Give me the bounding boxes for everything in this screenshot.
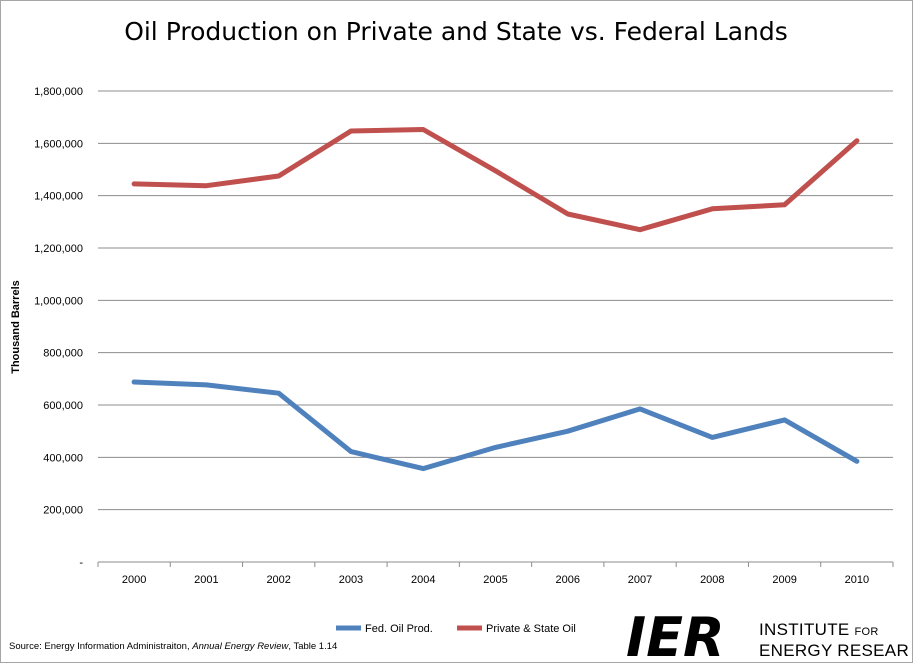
chart-title: Oil Production on Private and State vs. … <box>124 17 788 46</box>
legend: Fed. Oil Prod. Private & State Oil <box>336 623 576 635</box>
logo-line1-small: FOR <box>855 626 879 638</box>
x-tick-label: 2005 <box>483 574 507 586</box>
x-axis: 2000 2001 2002 2003 2004 2005 2006 2007 2008 2009… <box>97 561 894 586</box>
logo-line1-big: INSTITUTE <box>759 620 850 639</box>
y-tick-label: 400,000 <box>43 452 83 464</box>
source-prefix: Source: Energy Information Administraito… <box>9 641 193 652</box>
x-tick-label: 2006 <box>556 574 580 586</box>
y-tick-label: 1,400,000 <box>34 191 83 203</box>
x-tick-label: 2002 <box>266 574 290 586</box>
source-note: Source: Energy Information Administraito… <box>9 641 337 652</box>
y-tick-label: 1,600,000 <box>34 138 83 150</box>
logo-line1: INSTITUTE FOR <box>759 620 879 639</box>
y-tick-label: 1,800,000 <box>34 86 83 98</box>
x-tick-label: 2008 <box>700 574 724 586</box>
logo-line2: ENERGY RESEARCH <box>759 641 908 660</box>
y-axis-label: Thousand Barrels <box>10 280 22 374</box>
y-tick-label: 600,000 <box>43 400 83 412</box>
x-tick-label: 2000 <box>122 574 146 586</box>
source-italic: Annual Energy Review <box>192 641 289 652</box>
y-axis-ticks: - 200,000 400,000 600,000 800,000 1,000,000 1,… <box>34 86 83 569</box>
legend-label: Private & State Oil <box>486 623 576 635</box>
x-tick-label: 2004 <box>411 574 435 586</box>
ier-logo: IER INSTITUTE FOR ENERGY RESEARCH <box>626 606 908 660</box>
series-layer <box>131 127 860 472</box>
x-tick-label: 2001 <box>194 574 218 586</box>
y-tick-label: - <box>79 557 83 569</box>
gridlines <box>98 90 893 511</box>
source-suffix: , Table 1.14 <box>288 641 338 652</box>
series-line-federal <box>131 379 860 472</box>
y-tick-label: 800,000 <box>43 348 83 360</box>
y-tick-label: 1,000,000 <box>34 295 83 307</box>
x-tick-label: 2007 <box>628 574 652 586</box>
series-line-private-state <box>131 127 860 233</box>
x-tick-label: 2009 <box>772 574 796 586</box>
logo-mark: IER <box>626 606 725 660</box>
x-tick-label: 2010 <box>845 574 869 586</box>
y-tick-label: 200,000 <box>43 505 83 517</box>
x-tick-label: 2003 <box>339 574 363 586</box>
legend-label: Fed. Oil Prod. <box>365 623 433 635</box>
y-tick-label: 1,200,000 <box>34 243 83 255</box>
